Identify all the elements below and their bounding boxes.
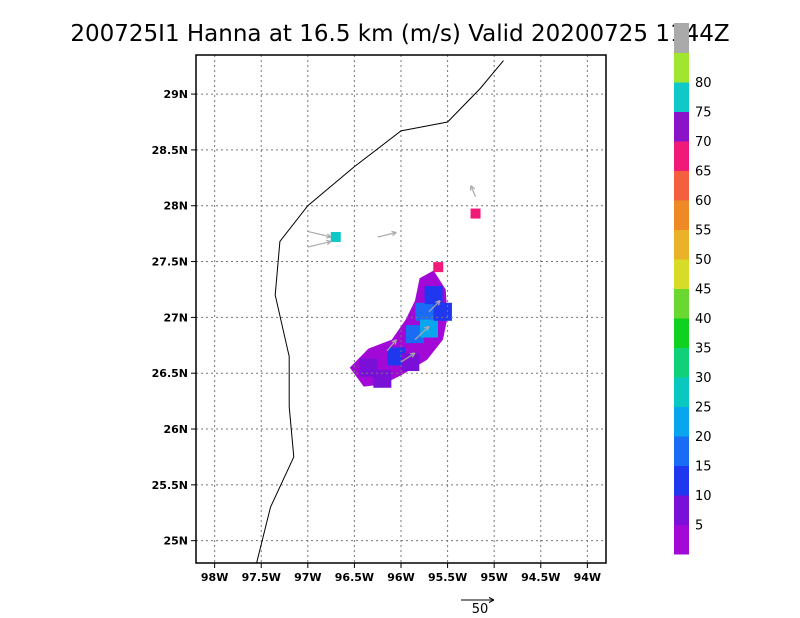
wind-vector-head [391, 339, 397, 345]
y-tick-label: 29N [163, 88, 188, 101]
colorbar-label: 80 [695, 76, 712, 91]
wind-cell [415, 302, 434, 321]
x-tick-label: 97W [294, 571, 321, 584]
wind-vector-head [326, 239, 332, 246]
colorbar-label: 15 [695, 460, 712, 475]
wind-vector [400, 352, 416, 363]
y-tick-label: 28.5N [152, 144, 188, 157]
wind-vector [307, 240, 332, 248]
y-tick-label: 25.5N [152, 479, 188, 492]
colorbar-swatch [674, 111, 689, 142]
colorbar-label: 25 [695, 401, 712, 416]
x-tick-label: 98W [201, 571, 228, 584]
colorbar-swatch [674, 82, 689, 112]
x-tick-label: 94W [574, 571, 601, 584]
colorbar-swatch [674, 229, 689, 260]
colorbar-label: 30 [695, 371, 712, 386]
colorbar-label: 50 [695, 253, 712, 268]
wind-vectors [307, 185, 477, 363]
y-tick-label: 27N [163, 311, 188, 324]
wind-cell [419, 319, 438, 338]
y-tick-label: 28N [163, 200, 188, 213]
colorbar-swatch [674, 406, 689, 437]
vector-scale-arrowhead [488, 597, 495, 603]
wind-cell [330, 231, 341, 242]
x-tick-label: 96.5W [335, 571, 374, 584]
colorbar-label: 55 [695, 224, 712, 239]
wind-cell [373, 369, 392, 388]
colorbar-swatch [674, 52, 689, 83]
y-tick-label: 27.5N [152, 256, 188, 269]
colorbar-label: 10 [695, 489, 712, 504]
wind-vector-head [424, 325, 430, 332]
wind-vector [307, 230, 332, 238]
wind-cell [433, 262, 444, 273]
x-tick-label: 95.5W [428, 571, 467, 584]
wind-cell [359, 358, 378, 377]
colorbar-swatch [674, 288, 689, 319]
chart-title: 200725I1 Hanna at 16.5 km (m/s) Valid 20… [70, 21, 729, 47]
y-axis-ticks: 25N 25.5N 26N 26.5N 27N 27.5N 28N 28.5N 29N [152, 88, 196, 548]
colorbar-swatch [674, 436, 689, 466]
colorbar-label: 65 [695, 165, 712, 180]
x-tick-label: 97.5W [242, 571, 281, 584]
y-tick-label: 25N [163, 535, 188, 548]
wind-cell [433, 302, 452, 321]
x-axis-ticks: 98W 97.5W 97W 96.5W 96W 95.5W 95W 94.5W 94W [201, 563, 601, 584]
colorbar: 5 10 15 20 25 30 35 40 45 50 55 60 65 70 75 80 [674, 23, 712, 555]
wind-vector [428, 300, 441, 313]
colorbar-label: 5 [695, 519, 703, 534]
colorbar-swatch [674, 495, 689, 525]
x-tick-label: 95W [480, 571, 507, 584]
wind-vector [386, 339, 397, 352]
coastline-path [256, 60, 504, 564]
colorbar-swatch [674, 377, 689, 407]
colorbar-swatch [674, 141, 689, 171]
lat-lon-grid [196, 55, 606, 563]
x-tick-label: 94.5W [521, 571, 560, 584]
colorbar-label: 70 [695, 135, 712, 150]
wind-cell [405, 325, 424, 344]
vector-scale-key: 50 [461, 597, 495, 617]
wind-cell [470, 208, 481, 219]
wind-vector-head [391, 230, 397, 237]
x-tick-label: 96W [387, 571, 414, 584]
wind-vector [377, 231, 397, 238]
colorbar-label: 45 [695, 283, 712, 298]
colorbar-label: 35 [695, 342, 712, 357]
colorbar-swatch [674, 170, 689, 201]
rainband-base [349, 270, 448, 387]
y-tick-label: 26N [163, 423, 188, 436]
wind-cell [424, 286, 443, 305]
colorbar-label: 40 [695, 312, 712, 327]
colorbar-swatch [674, 347, 689, 378]
colorbar-swatch [674, 524, 689, 555]
wind-cell [401, 353, 420, 372]
colorbar-label: 75 [695, 106, 712, 121]
wind-vector-head [409, 352, 416, 358]
wind-vector-head [435, 300, 441, 306]
colorbar-swatch [674, 23, 689, 53]
colorbar-swatch [674, 318, 689, 348]
colorbar-swatch [674, 259, 689, 289]
wind-vector [470, 185, 477, 198]
colorbar-label: 20 [695, 430, 712, 445]
y-tick-label: 26.5N [152, 367, 188, 380]
wind-speed-heatmap [330, 208, 481, 388]
vector-scale-label: 50 [472, 602, 489, 617]
colorbar-swatch [674, 465, 689, 496]
colorbar-swatch [674, 200, 689, 230]
wind-vector-head [470, 185, 476, 191]
wind-vector [414, 325, 430, 341]
wind-vector-head [326, 233, 332, 239]
colorbar-label: 60 [695, 194, 712, 209]
coastline [256, 60, 504, 564]
